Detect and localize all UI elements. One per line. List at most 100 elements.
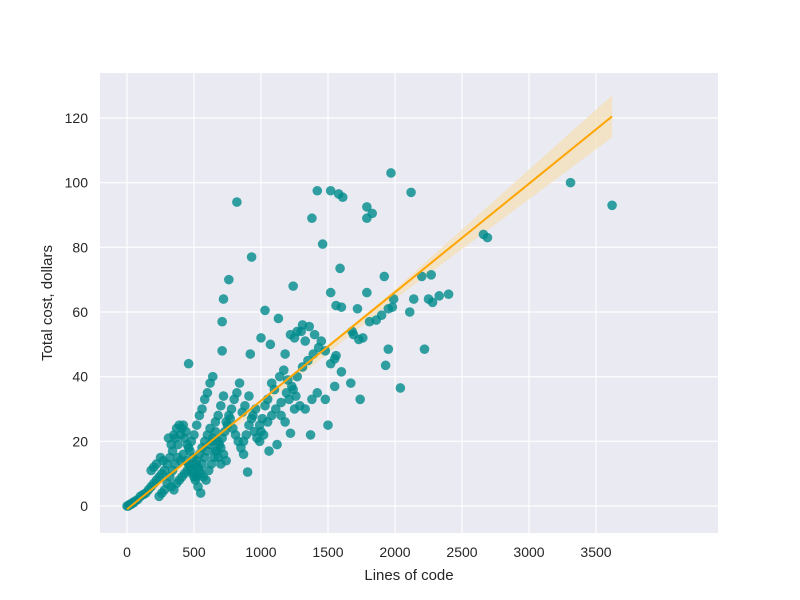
data-point	[309, 329, 320, 340]
data-point	[417, 271, 427, 282]
data-point	[232, 197, 242, 207]
data-point	[217, 346, 227, 356]
data-point	[194, 410, 205, 421]
data-point	[607, 200, 617, 211]
data-point	[307, 394, 317, 405]
data-point	[352, 303, 363, 314]
data-point	[189, 472, 199, 482]
data-point	[285, 428, 296, 439]
x-tick-label: 3000	[513, 544, 544, 560]
data-point	[379, 271, 390, 282]
data-point	[199, 394, 210, 405]
data-point	[205, 423, 215, 434]
data-point	[386, 168, 396, 178]
data-point	[260, 400, 270, 411]
x-tick-labels: 0 500 1000 1500 2000 2500 3000 3500	[123, 544, 612, 560]
data-point	[323, 420, 333, 430]
grid-lines	[100, 73, 718, 533]
data-point	[419, 344, 430, 354]
data-point	[191, 420, 202, 430]
data-point	[241, 430, 252, 440]
x-tick-label: 1500	[312, 544, 343, 560]
data-point	[258, 430, 269, 440]
y-tick-label: 0	[80, 498, 88, 514]
data-point	[260, 305, 270, 316]
data-point	[355, 394, 365, 405]
data-point	[408, 294, 419, 304]
data-point	[329, 381, 340, 392]
data-point	[224, 274, 234, 285]
data-point	[265, 339, 276, 350]
data-point	[388, 294, 399, 304]
data-point	[287, 381, 297, 392]
data-point	[296, 326, 307, 337]
x-tick-label: 500	[182, 544, 206, 560]
data-point	[434, 291, 445, 301]
data-point	[195, 488, 206, 498]
data-point	[205, 378, 215, 388]
data-point	[280, 417, 290, 427]
x-tick-label: 1000	[245, 544, 276, 560]
y-tick-label: 40	[72, 369, 88, 385]
data-point	[201, 475, 211, 485]
data-point	[177, 423, 187, 434]
data-point	[158, 455, 168, 466]
data-point	[325, 185, 336, 196]
data-point	[404, 307, 415, 317]
data-point	[272, 439, 282, 450]
data-point	[364, 316, 375, 327]
data-point	[387, 302, 398, 312]
data-point	[276, 397, 286, 408]
x-tick-label: 3500	[580, 544, 611, 560]
data-point	[362, 202, 372, 212]
data-point	[362, 287, 372, 298]
data-point	[217, 316, 227, 327]
data-point	[245, 349, 256, 359]
data-point	[273, 313, 284, 324]
data-point	[383, 344, 394, 354]
data-point	[303, 355, 313, 366]
y-tick-label: 120	[65, 110, 89, 126]
x-axis-label: Lines of code	[364, 567, 453, 584]
data-point	[242, 467, 253, 477]
data-point	[305, 430, 316, 440]
data-point	[304, 321, 315, 332]
data-point	[307, 213, 317, 224]
data-point	[336, 367, 347, 377]
data-point	[313, 342, 324, 353]
y-axis-label: Total cost, dollars	[39, 245, 56, 361]
data-point	[274, 371, 285, 382]
data-point	[406, 187, 416, 198]
data-point	[218, 391, 229, 401]
x-tick-label: 0	[123, 544, 131, 560]
y-tick-label: 80	[72, 239, 88, 255]
data-point	[270, 404, 281, 414]
data-point	[254, 420, 265, 430]
x-tick-label: 2000	[379, 544, 410, 560]
data-point	[246, 413, 257, 424]
data-point	[362, 213, 372, 224]
data-point	[312, 388, 323, 398]
data-point	[216, 400, 226, 411]
data-point	[345, 378, 356, 388]
y-tick-label: 20	[72, 433, 88, 449]
data-point	[336, 302, 347, 312]
data-point	[395, 383, 406, 393]
data-point	[300, 336, 311, 346]
data-point	[335, 263, 345, 274]
data-point	[312, 185, 323, 196]
data-point	[280, 349, 290, 359]
data-point	[244, 391, 254, 401]
data-point	[337, 192, 348, 203]
data-point	[320, 394, 331, 405]
data-point	[210, 417, 221, 427]
data-point	[289, 404, 300, 414]
data-point	[234, 378, 245, 388]
data-point	[288, 281, 298, 291]
data-point	[225, 413, 235, 424]
x-tick-label: 2500	[446, 544, 477, 560]
data-point	[482, 232, 493, 243]
data-point	[443, 289, 454, 300]
regression-line	[126, 115, 613, 511]
data-point	[154, 491, 164, 502]
